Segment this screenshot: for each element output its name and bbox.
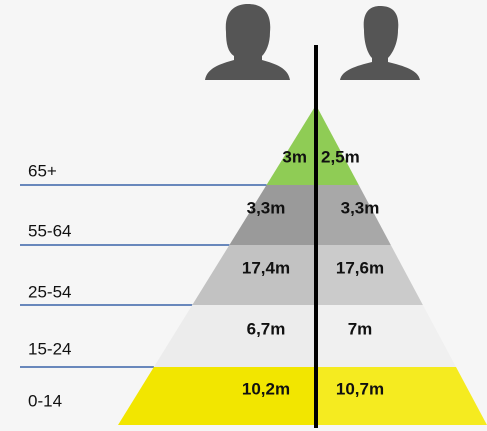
female-icon — [205, 4, 290, 80]
band-male — [316, 305, 457, 367]
male-value: 3,3m — [341, 198, 380, 217]
band-male — [316, 105, 359, 185]
male-value: 7m — [348, 319, 373, 338]
band-female — [153, 305, 316, 367]
band-male — [316, 185, 391, 245]
band-female — [266, 105, 316, 185]
male-value: 2,5m — [321, 147, 360, 166]
male-icon — [340, 6, 420, 80]
band-female — [229, 185, 316, 245]
age-label: 65+ — [28, 161, 57, 180]
male-value: 10,7m — [336, 379, 384, 398]
band-male — [316, 245, 423, 305]
age-label: 15-24 — [28, 339, 71, 358]
female-value: 6,7m — [247, 319, 286, 338]
female-value: 17,4m — [242, 258, 290, 277]
band-female — [192, 245, 316, 305]
pyramid — [20, 105, 487, 425]
age-label: 55-64 — [28, 221, 71, 240]
band-female — [118, 367, 316, 425]
age-label: 25-54 — [28, 282, 71, 301]
labels: 65+ 3m 2,5m 55-64 3,3m 3,3m 25-54 17,4m 17,6m 15-… — [28, 147, 384, 410]
female-value: 3m — [282, 147, 307, 166]
female-value: 10,2m — [242, 379, 290, 398]
band-male — [316, 367, 487, 425]
female-value: 3,3m — [247, 198, 286, 217]
male-value: 17,6m — [336, 258, 384, 277]
age-label: 0-14 — [28, 391, 62, 410]
